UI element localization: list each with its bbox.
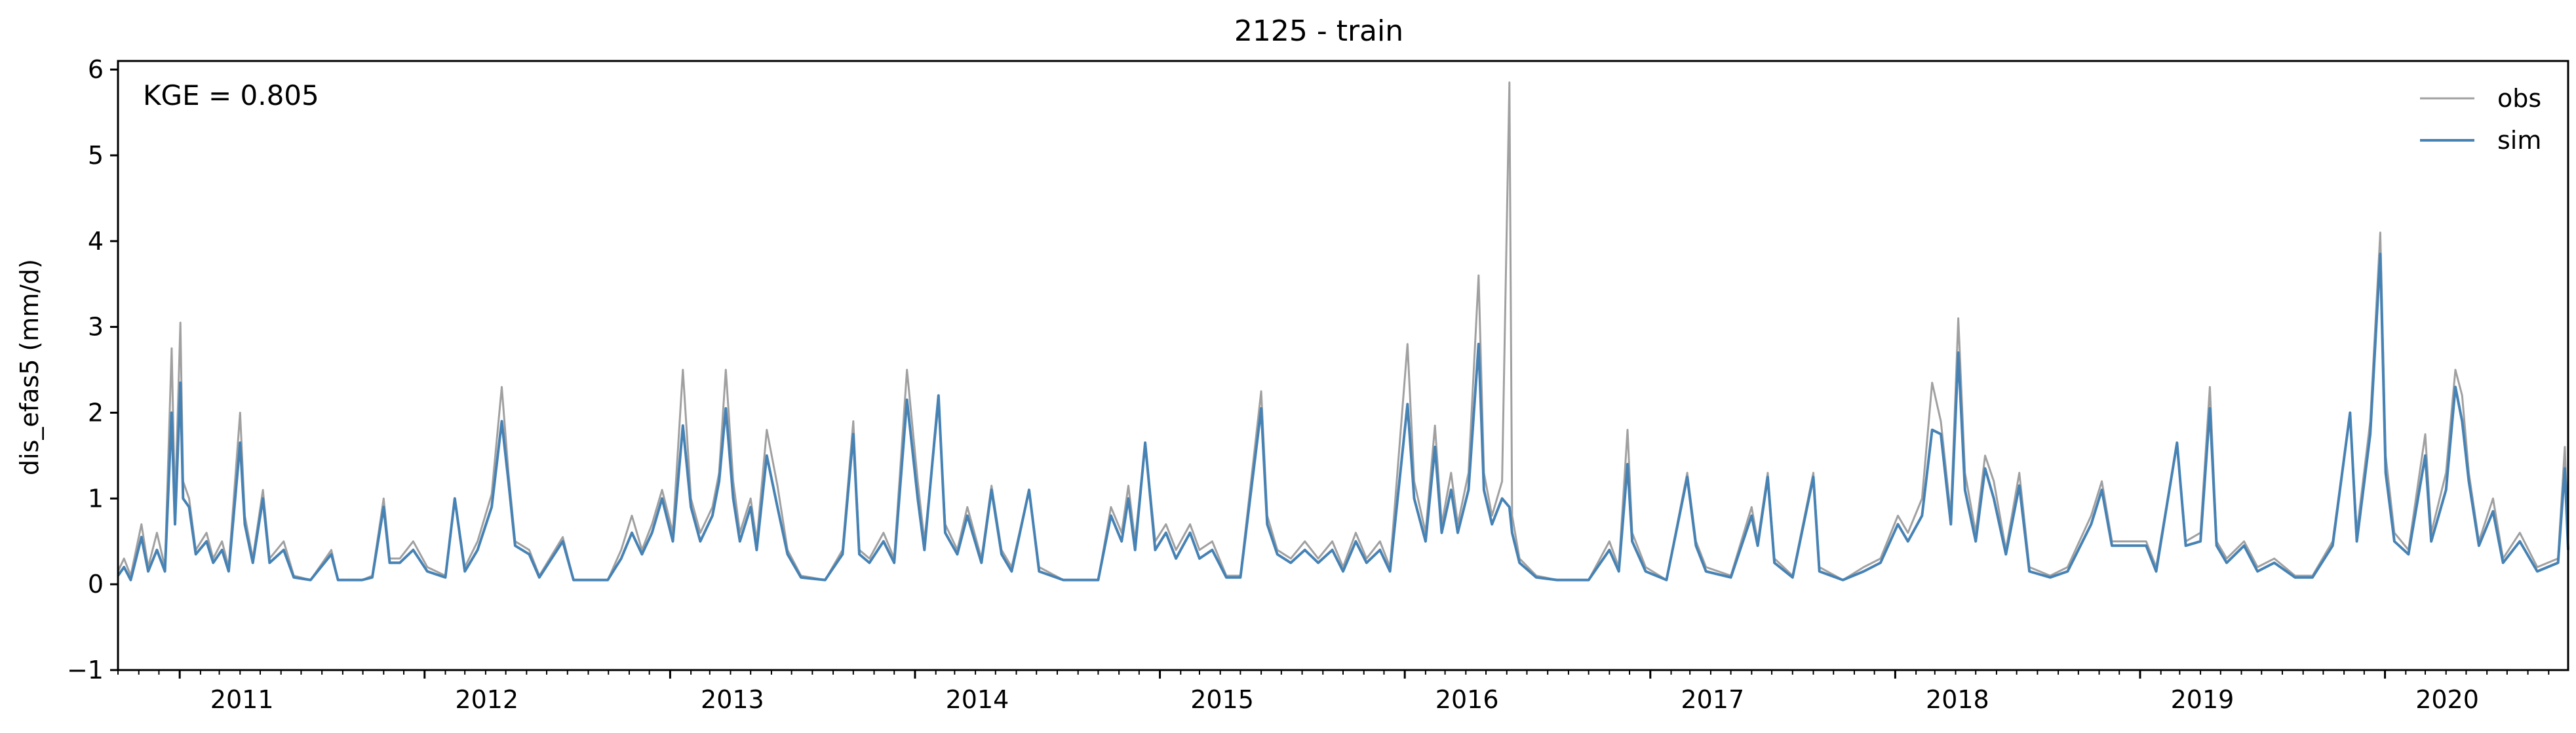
- y-tick-label: −1: [67, 656, 104, 684]
- x-tick-label: 2017: [1681, 685, 1744, 714]
- legend-label-sim: sim: [2497, 126, 2541, 155]
- y-axis-label: dis_efas5 (mm/d): [15, 259, 44, 475]
- series-layer: [117, 81, 2569, 582]
- x-tick-label: 2012: [455, 685, 518, 714]
- y-tick-label: 2: [88, 398, 104, 427]
- y-tick-label: 6: [88, 55, 104, 84]
- x-tick-label: 2019: [2171, 685, 2234, 714]
- x-tick-label: 2016: [1435, 685, 1499, 714]
- chart-title: 2125 - train: [1234, 14, 1403, 48]
- x-tick-label: 2015: [1190, 685, 1254, 714]
- y-tick-label: 4: [88, 227, 104, 256]
- series-line-sim: [117, 252, 2569, 582]
- legend: obs sim: [2420, 84, 2541, 155]
- y-tick-label: 5: [88, 141, 104, 170]
- y-tick-label: 3: [88, 313, 104, 342]
- plot-frame: [117, 60, 2569, 671]
- x-tick-label: 2014: [946, 685, 1009, 714]
- y-tick-label: 1: [88, 484, 104, 513]
- x-tick-label: 2013: [701, 685, 764, 714]
- x-tick-label: 2011: [210, 685, 274, 714]
- y-tick-label: 0: [88, 570, 104, 599]
- axes-layer: −1 0 1 2 3 4 5 6 2011 2012 2013 2014 2015 2016 2017 201…: [67, 55, 2569, 714]
- series-line-obs: [117, 81, 2569, 582]
- x-tick-label: 2020: [2415, 685, 2479, 714]
- kge-annotation: KGE = 0.805: [143, 79, 319, 111]
- legend-label-obs: obs: [2497, 84, 2541, 113]
- x-tick-label: 2018: [1926, 685, 1989, 714]
